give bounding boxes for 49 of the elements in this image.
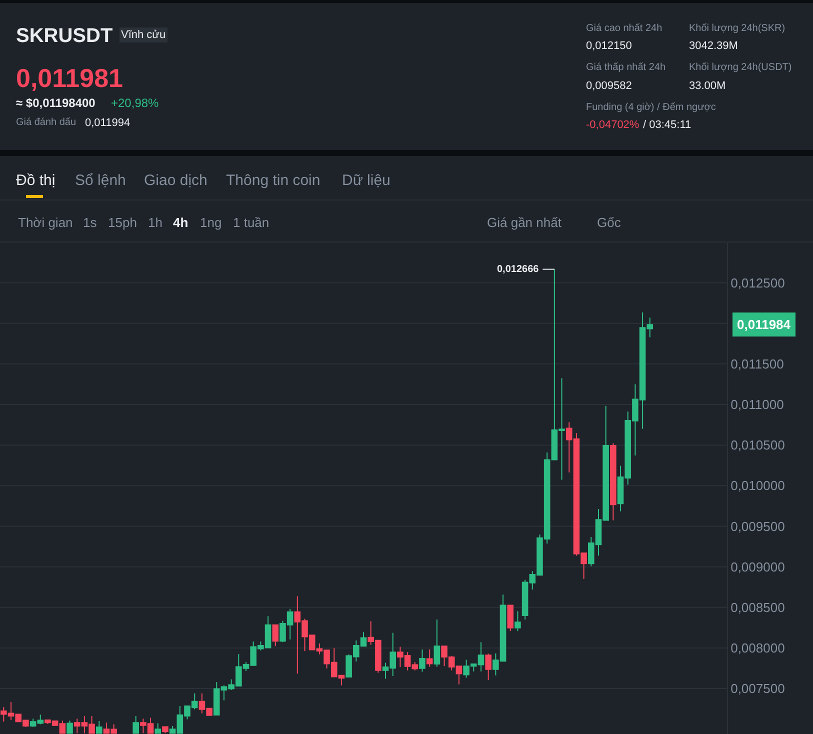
y-tick-label: 0,008500: [730, 600, 785, 615]
text: Giá cao nhất 24h: [586, 23, 662, 34]
text: Đồ thị: [16, 172, 56, 189]
text: Thông tin coin: [226, 172, 320, 189]
text: Vĩnh cửu: [121, 29, 166, 41]
text: Gốc: [597, 215, 622, 230]
text: ≈ $0,01198400: [16, 96, 96, 110]
text: 0,011981: [16, 63, 124, 93]
text: 0,011984: [737, 317, 792, 332]
text: 33.00M: [689, 80, 726, 92]
y-tick-label: 0,010000: [730, 478, 785, 494]
y-tick-label: 0,011000: [730, 397, 784, 412]
annotation: 0,012666: [497, 264, 540, 275]
text: Giá đánh dấu: [16, 117, 76, 128]
text: Giá thấp nhất 24h: [586, 62, 666, 73]
candlestick: [154, 722, 162, 734]
text: SKRUSDT: [16, 25, 113, 47]
candlestick: [485, 653, 492, 681]
text: 4h: [173, 215, 188, 230]
candlestick: [514, 610, 521, 632]
text: 1ng: [200, 215, 222, 230]
text: Sổ lệnh: [75, 172, 126, 189]
y-tick-label: 0,011500: [730, 356, 784, 372]
text: Funding (4 giờ) / Đếm ngược: [586, 102, 716, 113]
text: Thời gian: [18, 215, 73, 230]
y-tick-label: 0,012500: [730, 275, 785, 290]
text: Khối lượng 24h(SKR): [689, 23, 786, 34]
text: 1s: [83, 215, 98, 230]
text: 15ph: [108, 215, 137, 230]
candlestick: [507, 604, 514, 632]
text: / 03:45:11: [643, 119, 692, 131]
text: Giá gần nhất: [487, 215, 562, 230]
y-tick-label: 0,008000: [730, 640, 785, 656]
text: 3042.39M: [689, 40, 738, 52]
y-tick-label: 0,010500: [730, 438, 785, 453]
text: 0,012150: [586, 40, 632, 52]
text: 0,009582: [586, 80, 632, 92]
text: 0,011994: [85, 117, 130, 129]
text: Dữ liệu: [342, 172, 390, 189]
candlestick: [162, 726, 168, 734]
y-tick-label: 0,009000: [730, 559, 785, 574]
text: +20,98%: [111, 96, 160, 110]
text: 1 tuần: [233, 215, 270, 230]
text: 1h: [148, 215, 162, 230]
text: Khối lượng 24h(USDT): [689, 62, 792, 73]
text: -0,04702%: [586, 119, 640, 131]
y-tick-label: 0,007500: [730, 681, 785, 696]
y-tick-label: 0,009500: [730, 518, 785, 534]
text: Giao dịch: [144, 172, 208, 189]
